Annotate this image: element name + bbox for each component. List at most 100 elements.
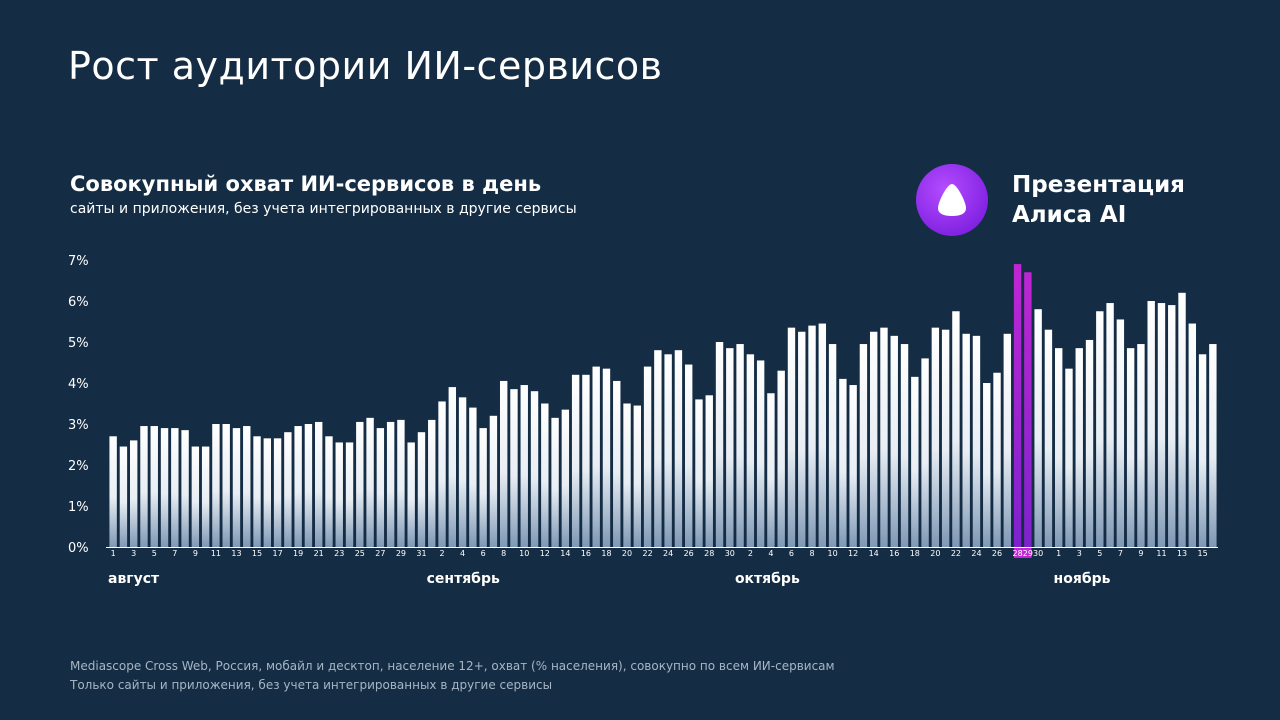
bar xyxy=(1168,305,1176,547)
bar xyxy=(664,354,672,547)
callout-line-2: Алиса AI xyxy=(1012,202,1127,228)
x-tick-label: 4 xyxy=(768,549,773,558)
y-tick-label: 2% xyxy=(68,459,89,474)
x-tick-label: 16 xyxy=(889,549,899,558)
bar xyxy=(592,366,600,547)
x-axis: 1 3 5 7 9 11 13 15 17 19 21 23 25 27 29 31 2 4 6 8 10 12 14 16 1… xyxy=(106,547,1218,587)
x-tick-label: 30 xyxy=(725,549,735,558)
bar xyxy=(900,344,909,547)
bar xyxy=(232,428,241,547)
bar xyxy=(633,405,642,547)
x-tick-label: 5 xyxy=(1097,549,1102,558)
x-tick-label: 21 xyxy=(314,549,324,558)
x-tick-label: 22 xyxy=(642,549,652,558)
y-tick-label: 7% xyxy=(68,254,89,269)
bar xyxy=(1075,348,1083,547)
y-tick-label: 3% xyxy=(68,418,89,433)
x-tick-label: 6 xyxy=(789,549,794,558)
bar xyxy=(541,403,549,547)
x-tick-label: 10 xyxy=(519,549,529,558)
x-tick-label: 16 xyxy=(581,549,591,558)
bar xyxy=(849,385,857,547)
bar xyxy=(931,327,940,547)
chart-title: Совокупный охват ИИ-сервисов в день xyxy=(70,172,542,196)
x-tick-label: 19 xyxy=(293,549,303,558)
x-tick-label: 7 xyxy=(1118,549,1123,558)
bar xyxy=(684,364,693,547)
x-tick-label: 29 xyxy=(1023,549,1033,558)
bar xyxy=(119,446,128,547)
x-tick-label: 2 xyxy=(748,549,753,558)
month-label: октябрь xyxy=(735,571,800,587)
bar xyxy=(1044,329,1053,547)
x-tick-label: 20 xyxy=(622,549,632,558)
bar xyxy=(201,446,210,547)
highlight-label-band xyxy=(1013,548,1032,558)
bar xyxy=(983,383,991,547)
bar xyxy=(222,424,230,547)
x-tick-label: 22 xyxy=(951,549,961,558)
bar xyxy=(1198,354,1207,547)
page-title: Рост аудитории ИИ-сервисов xyxy=(68,44,663,88)
x-tick-label: 9 xyxy=(193,549,198,558)
bars xyxy=(109,264,1217,547)
bar xyxy=(1188,323,1197,547)
bar xyxy=(458,397,467,547)
bar xyxy=(469,407,477,547)
bar xyxy=(150,426,158,547)
bar xyxy=(798,331,806,547)
bar xyxy=(839,378,847,547)
x-tick-label: 17 xyxy=(272,549,282,558)
y-tick-label: 1% xyxy=(68,500,89,515)
bar xyxy=(386,421,395,547)
x-tick-label: 11 xyxy=(211,549,221,558)
bar xyxy=(448,387,457,547)
bar xyxy=(366,417,374,547)
x-tick-label: 29 xyxy=(396,549,406,558)
bar xyxy=(510,389,518,547)
bar xyxy=(613,380,621,547)
bar xyxy=(345,442,354,547)
callout-line-1: Презентация xyxy=(1012,172,1185,198)
bar xyxy=(828,344,837,547)
y-axis: 0% 1% 2% 3% 4% 5% 6% 7% xyxy=(68,254,89,556)
bar xyxy=(438,401,446,547)
bar xyxy=(304,424,313,547)
bar xyxy=(263,438,272,547)
bar xyxy=(1147,301,1155,547)
footnote: Mediascope Cross Web, Россия, мобайл и д… xyxy=(70,657,835,695)
bar xyxy=(273,438,282,547)
bar xyxy=(1034,309,1042,547)
x-tick-label: 3 xyxy=(1077,549,1082,558)
bar xyxy=(715,342,724,547)
bar xyxy=(1178,292,1186,547)
bar xyxy=(890,335,898,547)
x-tick-label: 7 xyxy=(172,549,177,558)
bar xyxy=(325,436,333,547)
bar xyxy=(808,325,816,547)
bar xyxy=(160,428,169,547)
x-tick-label: 1 xyxy=(1056,549,1061,558)
bar xyxy=(397,419,405,547)
x-tick-label: 30 xyxy=(1033,549,1043,558)
bar xyxy=(181,430,189,547)
bar xyxy=(243,426,251,547)
bar xyxy=(1126,348,1135,547)
bar xyxy=(911,376,919,547)
bar xyxy=(253,436,261,547)
bar xyxy=(643,366,652,547)
bar xyxy=(962,333,970,547)
x-tick-label: 24 xyxy=(971,549,981,558)
bar xyxy=(1096,311,1104,547)
x-tick-label: 26 xyxy=(684,549,694,558)
x-tick-label: 10 xyxy=(827,549,837,558)
x-tick-label: 1 xyxy=(111,549,116,558)
y-tick-label: 4% xyxy=(68,377,89,392)
bar xyxy=(1003,333,1012,547)
x-tick-label: 24 xyxy=(663,549,673,558)
bar xyxy=(376,428,385,547)
x-tick-label: 18 xyxy=(910,549,920,558)
bar xyxy=(489,415,498,547)
bar xyxy=(623,403,631,547)
bar xyxy=(736,344,744,547)
